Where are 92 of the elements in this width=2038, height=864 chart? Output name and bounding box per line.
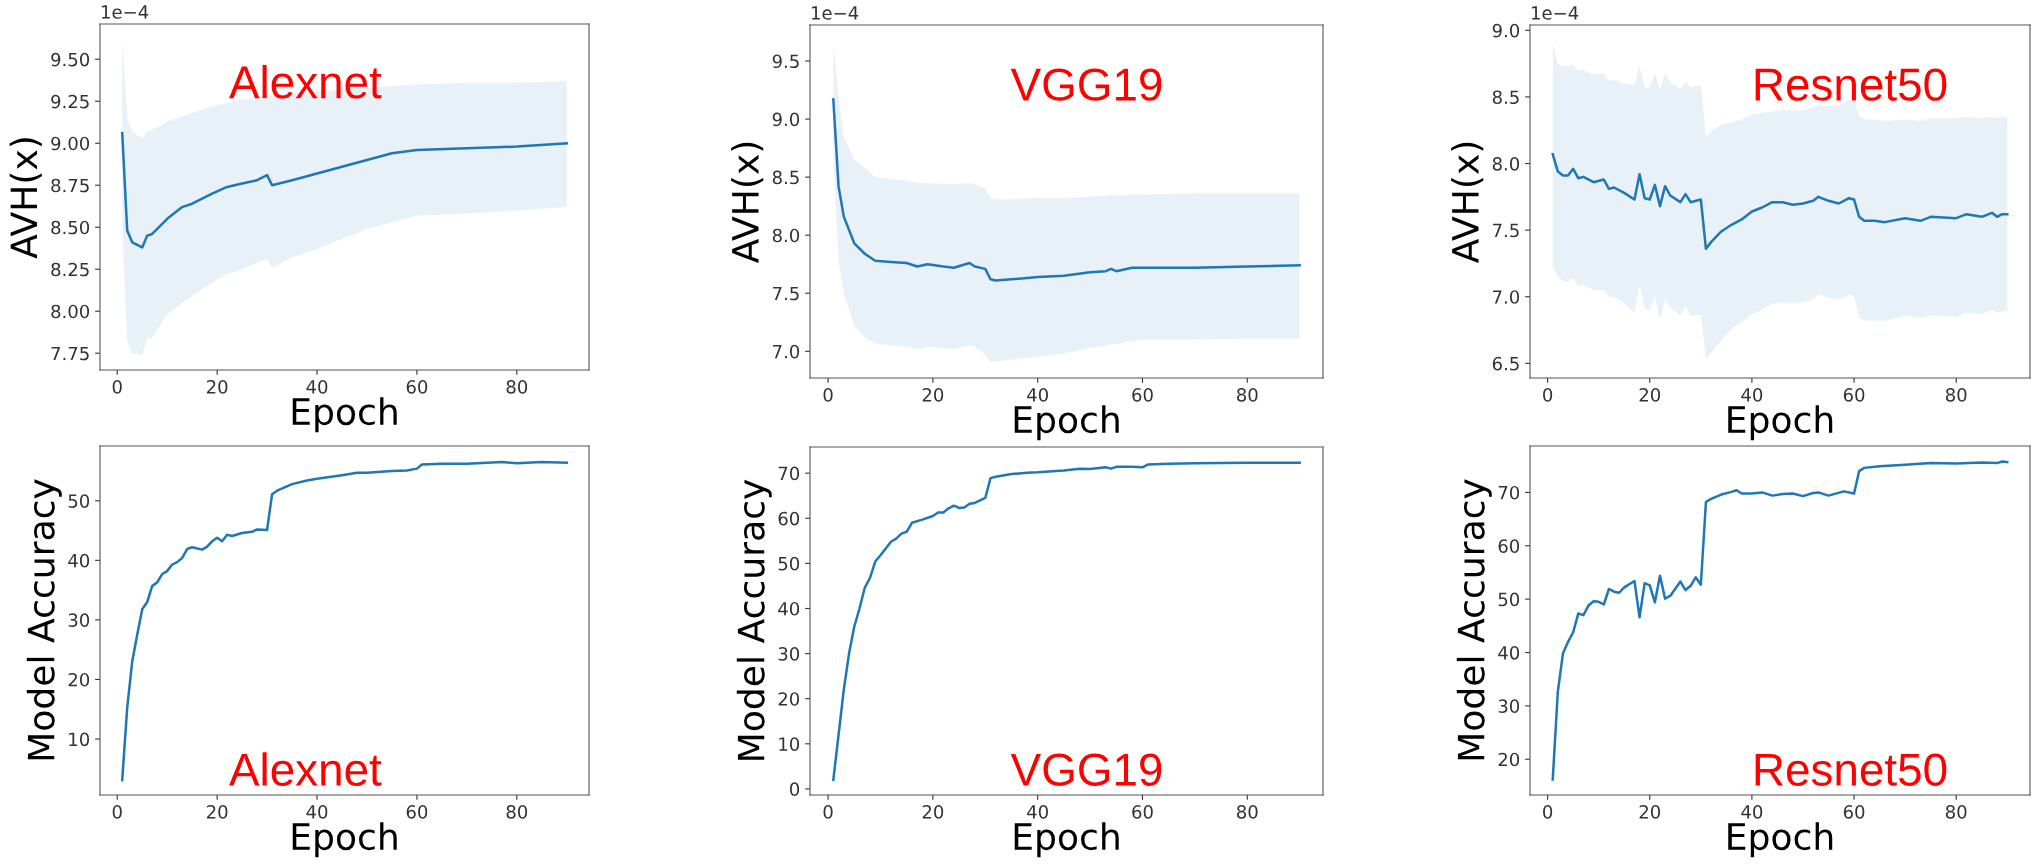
y-tick-label: 8.50 — [51, 220, 90, 235]
x-tick-label: 80 — [1237, 388, 1258, 402]
annotation: Resnet50 — [1755, 68, 1947, 101]
y-tick-label: 8.5 — [1492, 90, 1519, 105]
x-tick-label: 40 — [1027, 388, 1048, 402]
x-tick-label: 0 — [112, 805, 122, 819]
y-tick-label: 7.0 — [1493, 290, 1520, 304]
x-tick-label: 80 — [506, 805, 528, 819]
y-tick-label: 50 — [1498, 592, 1520, 607]
y-tick-label: 30 — [1498, 699, 1520, 713]
annotation: Alexnet — [229, 752, 382, 786]
annotation: Alexnet — [229, 64, 382, 99]
y-tick-label: 70 — [1498, 485, 1520, 500]
y-tick-label: 6.5 — [1492, 356, 1519, 371]
y-tick-label: 8.0 — [1492, 156, 1520, 171]
x-tick-label: 40 — [1741, 805, 1763, 819]
y-tick-label: 8.25 — [51, 262, 89, 277]
x-tick-label: 20 — [1639, 805, 1661, 819]
y-tick-label: 60 — [778, 511, 800, 526]
y-tick-label: 9.0 — [1492, 23, 1520, 38]
text: 1e−4 — [101, 5, 149, 19]
x-tick-label: 60 — [1843, 805, 1865, 819]
y-tick-label: 40 — [68, 553, 90, 568]
annotation: VGG19 — [1010, 68, 1162, 101]
y-tick-label: 7.75 — [51, 346, 89, 361]
y-tick-label: 9.25 — [51, 94, 89, 109]
annotation: VGG19 — [1010, 753, 1162, 786]
y-tick-label: 7.0 — [773, 344, 800, 359]
y-tick-label: 30 — [778, 647, 800, 661]
y-axis-title: Model Accuracy — [26, 479, 62, 760]
x-axis-title: Epoch — [292, 397, 397, 433]
y-tick-label: 10 — [69, 732, 90, 747]
x-axis-title: Epoch — [1014, 405, 1119, 441]
x-axis-title: Epoch — [292, 822, 397, 858]
x-tick-label: 20 — [206, 380, 228, 394]
x-tick-label: 80 — [506, 380, 528, 394]
y-tick-label: 8.75 — [51, 178, 89, 193]
y-tick-label: 9.0 — [772, 112, 800, 127]
y-tick-label: 30 — [68, 613, 90, 628]
y-tick-label: 40 — [1498, 645, 1520, 660]
text: 1e−4 — [1531, 6, 1579, 20]
x-tick-label: 0 — [112, 380, 122, 394]
x-tick-label: 20 — [922, 388, 944, 402]
x-tick-label: 40 — [1741, 388, 1763, 402]
line-series — [120, 131, 569, 249]
y-tick-label: 60 — [1498, 539, 1520, 553]
y-axis-title: Model Accuracy — [736, 479, 772, 760]
x-axis-title: Epoch — [1728, 405, 1833, 441]
y-tick-label: 20 — [1498, 752, 1520, 767]
x-tick-label: 20 — [206, 805, 228, 819]
y-tick-label: 8.00 — [51, 304, 90, 319]
y-tick-label: 9.50 — [51, 52, 90, 67]
y-axis-title: AVH(x) — [9, 138, 42, 259]
x-tick-label: 60 — [1843, 388, 1865, 402]
y-axis-title: Model Accuracy — [1456, 479, 1492, 760]
y-tick-label: 20 — [778, 692, 800, 706]
x-tick-label: 40 — [306, 380, 328, 394]
y-tick-label: 50 — [778, 556, 800, 571]
x-tick-label: 20 — [922, 805, 944, 819]
y-tick-label: 9.00 — [51, 136, 90, 151]
y-tick-label: 10 — [779, 737, 800, 751]
x-tick-label: 80 — [1945, 805, 1967, 819]
x-tick-label: 0 — [1543, 805, 1553, 819]
y-tick-label: 70 — [778, 466, 800, 481]
y-tick-label: 8.5 — [772, 170, 799, 185]
y-axis-title: AVH(x) — [731, 142, 764, 264]
x-tick-label: 0 — [823, 805, 833, 819]
x-tick-label: 60 — [406, 380, 428, 394]
y-tick-label: 20 — [68, 672, 90, 687]
y-tick-label: 8.0 — [772, 228, 800, 243]
x-tick-label: 40 — [1027, 805, 1048, 819]
x-axis-title: Epoch — [1728, 822, 1833, 858]
x-axis-title: Epoch — [1014, 822, 1119, 858]
annotation: Resnet50 — [1755, 753, 1947, 786]
text: 1e−4 — [811, 6, 859, 20]
x-tick-label: 80 — [1237, 805, 1258, 819]
y-tick-label: 0 — [789, 782, 800, 797]
x-tick-label: 60 — [1132, 388, 1153, 402]
x-tick-label: 80 — [1945, 388, 1967, 402]
y-tick-label: 7.5 — [1493, 223, 1519, 238]
x-tick-label: 40 — [306, 805, 328, 819]
y-axis-title: AVH(x) — [1451, 142, 1484, 264]
x-tick-label: 60 — [406, 805, 428, 819]
x-tick-label: 60 — [1132, 805, 1153, 819]
x-tick-label: 0 — [823, 388, 833, 402]
y-tick-label: 9.5 — [772, 54, 799, 69]
y-tick-label: 7.5 — [773, 286, 799, 301]
x-tick-label: 20 — [1639, 388, 1661, 402]
y-tick-label: 50 — [68, 494, 90, 508]
x-tick-label: 0 — [1543, 388, 1553, 402]
line-series — [1551, 152, 2009, 251]
y-tick-label: 40 — [778, 601, 800, 616]
